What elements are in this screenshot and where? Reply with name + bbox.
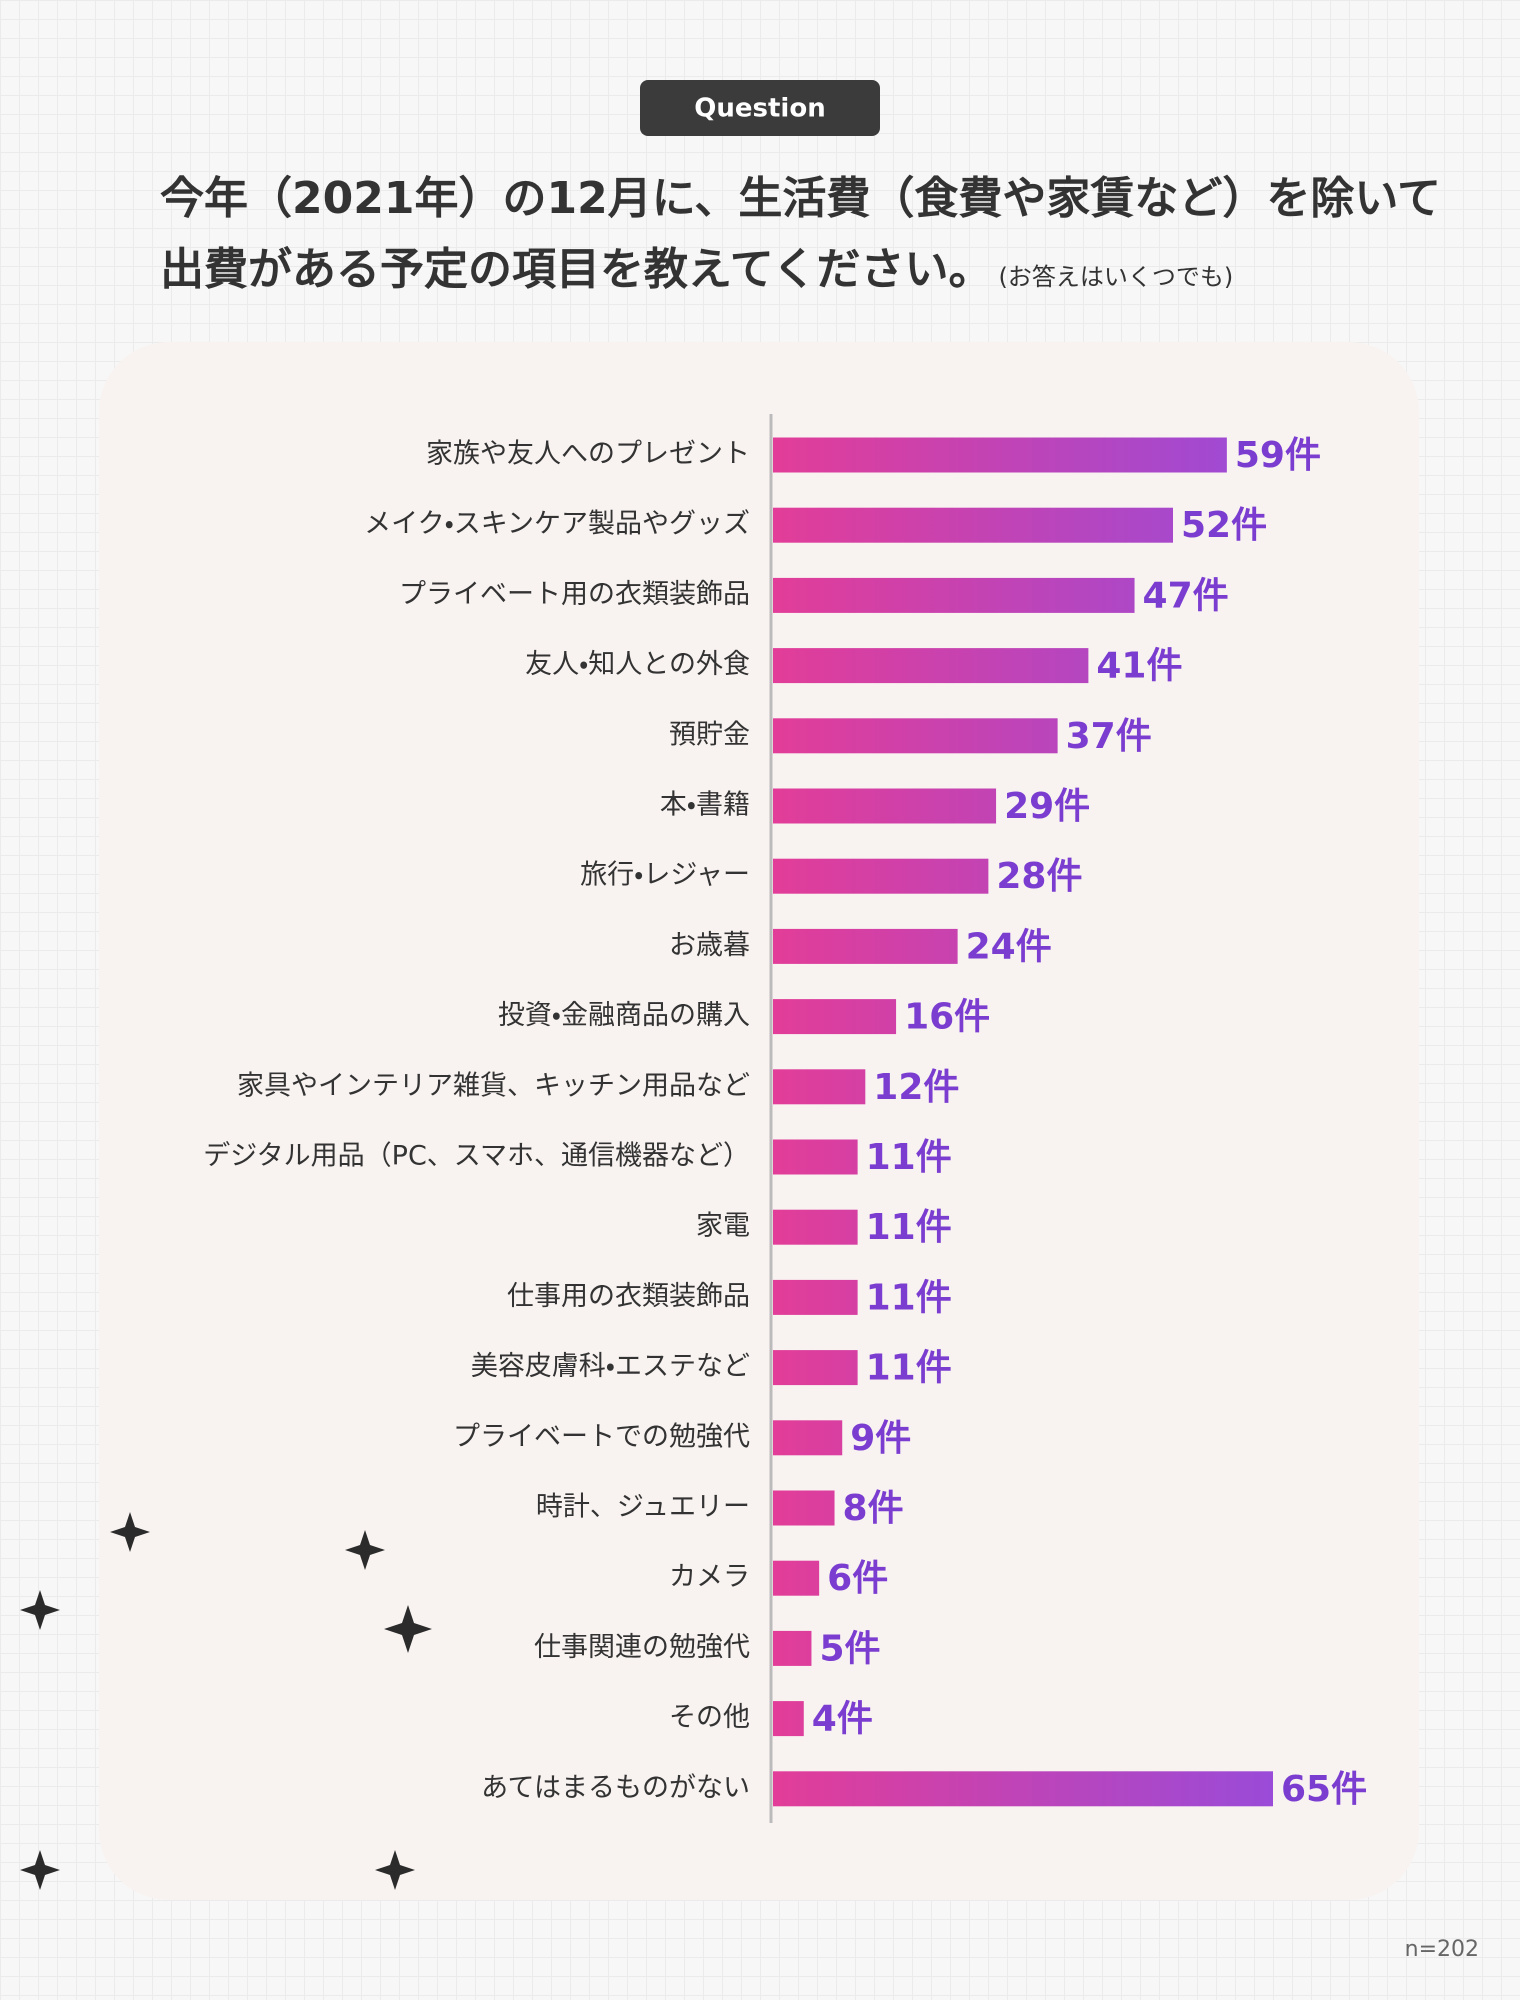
panel [99, 342, 1419, 1900]
bar [773, 858, 989, 894]
sparkle [20, 1850, 60, 1890]
value-label: 11件 [866, 1137, 952, 1178]
category-label: 投資・金融商品の購入 [498, 1000, 750, 1031]
category-label: メイク・スキンケア製品やグッズ [364, 509, 750, 540]
bar [773, 1490, 835, 1526]
title-line: 今年（2021年）の12月に、生活費（食費や家賃など）を除いて [160, 173, 1441, 224]
title-line: 出費がある予定の項目を教えてください。 [160, 244, 992, 295]
category-label: 旅行・レジャー [580, 860, 750, 891]
category-label: プライベート用の衣類装飾品 [399, 579, 750, 610]
category-label: 仕事用の衣類装飾品 [507, 1281, 750, 1312]
value-label: 24件 [966, 926, 1052, 967]
value-label: 9件 [850, 1418, 911, 1459]
category-label: 仕事関連の勉強代 [534, 1632, 750, 1663]
value-label: 11件 [866, 1207, 952, 1248]
value-label: 11件 [866, 1348, 952, 1389]
sparkles [20, 1512, 432, 1890]
bar [773, 1701, 804, 1737]
bar [773, 1771, 1273, 1807]
sparkle [345, 1530, 385, 1570]
category-label: その他 [669, 1702, 750, 1733]
value-label: 41件 [1096, 646, 1182, 687]
bar [773, 1279, 858, 1315]
category-label: 家族や友人へのプレゼント [426, 439, 750, 470]
bar [773, 1139, 858, 1175]
category-label: 家具やインテリア雑貨、キッチン用品など [237, 1070, 750, 1101]
value-label: 16件 [904, 997, 990, 1038]
bar [773, 1069, 866, 1105]
value-label: 4件 [812, 1699, 873, 1740]
category-label: お歳暮 [669, 930, 750, 961]
category-label: プライベートでの勉強代 [453, 1421, 750, 1452]
bar [773, 507, 1173, 543]
value-label: 65件 [1281, 1769, 1367, 1810]
bar [773, 437, 1227, 473]
category-label: あてはまるものがない [481, 1772, 750, 1803]
category-label: デジタル用品（PC、スマホ、通信機器など） [203, 1141, 750, 1172]
bar [773, 999, 897, 1035]
category-label: 友人・知人との外食 [525, 649, 750, 680]
value-label: 52件 [1181, 505, 1267, 546]
badge-box [640, 80, 880, 136]
category-label: 預貯金 [669, 719, 750, 750]
bar [773, 1560, 820, 1596]
category-label: 時計、ジュエリー [536, 1492, 750, 1523]
value-label: 12件 [873, 1067, 959, 1108]
sparkle [375, 1850, 415, 1890]
sparkle [384, 1605, 432, 1653]
subtitle: (お答えはいくつでも) [998, 263, 1233, 291]
value-label: 6件 [827, 1558, 888, 1599]
value-label: 8件 [843, 1488, 904, 1529]
sparkle [20, 1590, 60, 1630]
bar [773, 788, 997, 824]
value-label: 11件 [866, 1277, 952, 1318]
category-label: カメラ [669, 1562, 750, 1593]
sparkle [110, 1512, 150, 1552]
sample-size: n=202 [1405, 1937, 1479, 1962]
value-label: 37件 [1066, 716, 1152, 757]
value-label: 5件 [819, 1628, 880, 1669]
value-label: 29件 [1004, 786, 1090, 827]
bar [773, 1209, 858, 1245]
bar [773, 1630, 812, 1666]
category-label: 家電 [696, 1211, 750, 1242]
bar [773, 718, 1058, 754]
value-label: 28件 [996, 856, 1082, 897]
value-label: 47件 [1143, 575, 1229, 616]
bar [773, 577, 1135, 613]
value-label: 59件 [1235, 435, 1321, 476]
category-label: 美容皮膚科・エステなど [471, 1351, 750, 1382]
category-label: 本・書籍 [660, 790, 750, 821]
bar [773, 648, 1089, 684]
bar [773, 928, 958, 964]
bar [773, 1350, 858, 1386]
bar [773, 1420, 843, 1456]
badge: Question [694, 94, 825, 124]
